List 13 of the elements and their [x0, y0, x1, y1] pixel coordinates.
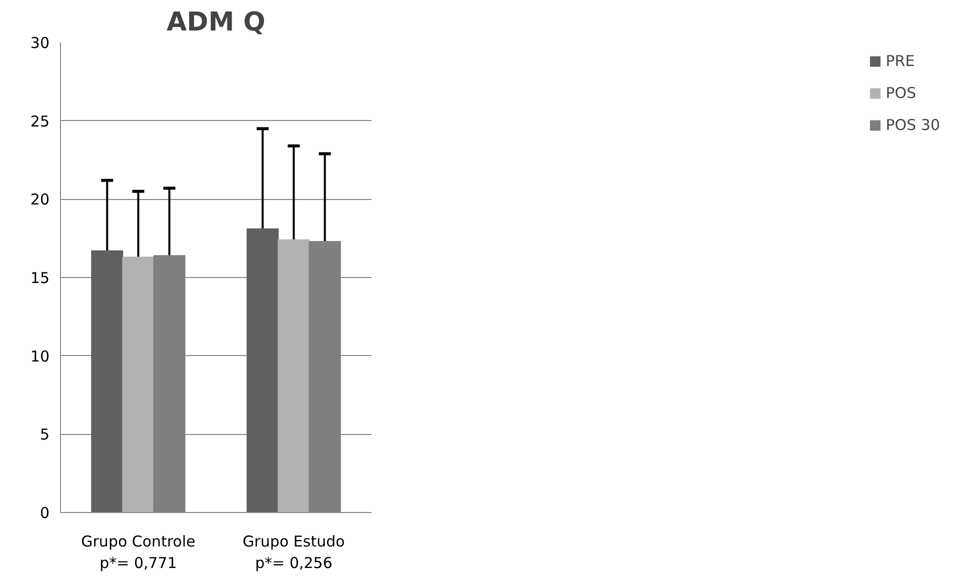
- y-tick-label: 15: [30, 269, 50, 287]
- y-tick-label: 20: [30, 190, 50, 209]
- legend-label: POS 30: [886, 116, 940, 134]
- x-tick-label: Grupo Estudo p*= 0,256: [242, 532, 345, 572]
- y-tick-label: 30: [30, 34, 50, 52]
- legend-label: POS: [886, 84, 916, 102]
- x-tick-label: Grupo Controle p*= 0,771: [81, 532, 196, 572]
- y-tick-label: 0: [40, 504, 50, 522]
- y-tick-label: 25: [30, 112, 50, 130]
- legend-label: PRE: [886, 52, 915, 70]
- chart-title: ADM Q: [166, 8, 266, 38]
- y-tick-label: 5: [40, 426, 50, 444]
- y-tick-label: 10: [30, 347, 50, 366]
